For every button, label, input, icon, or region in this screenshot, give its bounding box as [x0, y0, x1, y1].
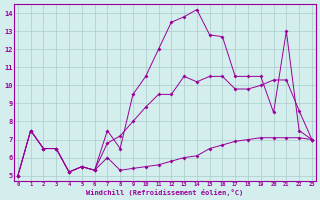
- X-axis label: Windchill (Refroidissement éolien,°C): Windchill (Refroidissement éolien,°C): [86, 189, 244, 196]
